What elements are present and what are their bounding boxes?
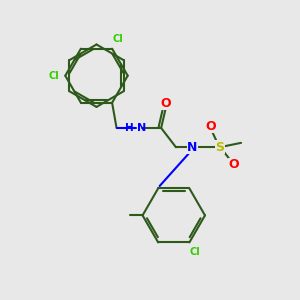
Text: O: O xyxy=(206,120,216,133)
Text: Cl: Cl xyxy=(49,71,59,81)
Text: S: S xyxy=(215,141,224,154)
Text: N: N xyxy=(187,141,197,154)
Text: N: N xyxy=(137,123,147,133)
Text: Cl: Cl xyxy=(190,247,200,257)
Text: O: O xyxy=(160,97,171,110)
Text: O: O xyxy=(228,158,239,171)
Text: Cl: Cl xyxy=(112,34,123,44)
Text: H: H xyxy=(125,123,134,133)
